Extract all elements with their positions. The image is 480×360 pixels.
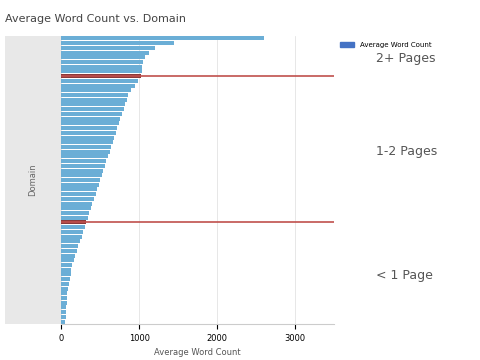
Bar bbox=[61, 291, 68, 295]
Bar bbox=[61, 65, 142, 69]
Bar bbox=[61, 296, 67, 300]
Bar bbox=[61, 164, 105, 168]
Bar bbox=[61, 46, 155, 50]
Bar bbox=[61, 320, 65, 324]
Bar bbox=[61, 202, 93, 206]
Bar bbox=[61, 239, 80, 243]
Bar bbox=[61, 154, 108, 158]
Bar bbox=[61, 103, 125, 107]
Bar bbox=[61, 301, 67, 305]
Bar bbox=[61, 230, 83, 234]
Bar bbox=[61, 126, 118, 130]
Bar bbox=[61, 41, 174, 45]
Bar bbox=[61, 258, 74, 262]
Bar bbox=[61, 197, 94, 201]
Bar bbox=[61, 220, 86, 225]
Bar bbox=[61, 131, 116, 135]
Text: 1-2 Pages: 1-2 Pages bbox=[376, 145, 438, 158]
Bar bbox=[61, 253, 75, 257]
Bar bbox=[61, 315, 66, 319]
Bar bbox=[61, 188, 97, 192]
Bar bbox=[61, 150, 109, 154]
Bar bbox=[61, 36, 264, 40]
Bar bbox=[61, 135, 114, 140]
Bar bbox=[61, 249, 77, 253]
Bar bbox=[61, 287, 68, 291]
X-axis label: Average Word Count: Average Word Count bbox=[155, 348, 241, 357]
Bar bbox=[61, 310, 66, 314]
Bar bbox=[61, 74, 141, 78]
Legend: Average Word Count: Average Word Count bbox=[337, 40, 434, 51]
Text: Average Word Count vs. Domain: Average Word Count vs. Domain bbox=[5, 14, 186, 24]
Bar bbox=[61, 282, 69, 286]
Bar bbox=[61, 268, 72, 272]
Bar bbox=[61, 273, 71, 276]
Bar bbox=[61, 140, 113, 144]
Bar bbox=[61, 235, 82, 239]
Bar bbox=[61, 192, 96, 196]
Bar bbox=[61, 60, 143, 64]
Bar bbox=[61, 168, 103, 172]
Bar bbox=[61, 98, 127, 102]
Bar bbox=[61, 112, 122, 116]
Bar bbox=[61, 88, 131, 92]
Bar bbox=[61, 159, 107, 163]
Bar bbox=[61, 277, 70, 281]
Text: 2+ Pages: 2+ Pages bbox=[376, 52, 436, 65]
Bar bbox=[61, 55, 145, 59]
Bar bbox=[61, 225, 84, 229]
Bar bbox=[61, 263, 72, 267]
Bar bbox=[61, 93, 128, 97]
Bar bbox=[61, 306, 66, 310]
Bar bbox=[61, 79, 138, 83]
Bar bbox=[61, 211, 89, 215]
Bar bbox=[61, 145, 111, 149]
Bar bbox=[61, 244, 78, 248]
Bar bbox=[61, 50, 149, 54]
Bar bbox=[61, 84, 134, 87]
Bar bbox=[61, 69, 142, 73]
Text: Domain: Domain bbox=[28, 164, 37, 196]
Bar bbox=[61, 183, 99, 187]
Bar bbox=[61, 117, 120, 121]
Bar bbox=[61, 107, 124, 111]
Bar bbox=[61, 173, 102, 177]
Bar bbox=[61, 206, 91, 210]
Bar bbox=[61, 121, 119, 125]
Text: < 1 Page: < 1 Page bbox=[376, 269, 433, 282]
Bar bbox=[61, 178, 100, 182]
Bar bbox=[61, 216, 88, 220]
